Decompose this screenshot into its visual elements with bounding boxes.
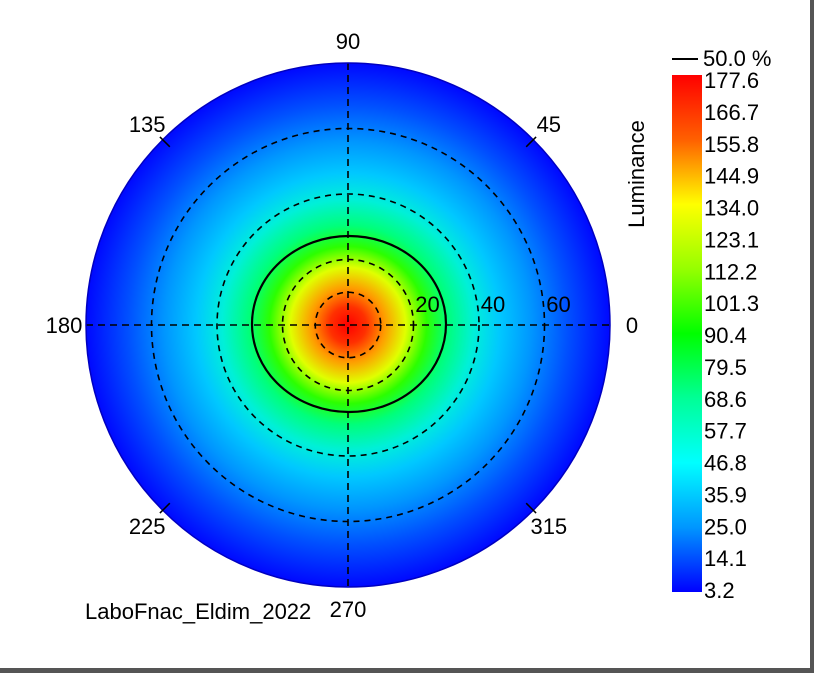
- colorbar-tick-label: 90.4: [704, 323, 747, 348]
- colorbar-tick-label: 3.2: [704, 578, 735, 603]
- inclination-label-40: 40: [481, 292, 505, 317]
- azimuth-label-270: 270: [330, 597, 367, 622]
- colorbar-tick-label: 14.1: [704, 546, 747, 571]
- luminance-heatmap: [86, 63, 610, 587]
- colorbar-tick-label: 134.0: [704, 196, 759, 221]
- colorbar-ticks: 177.6 166.7 155.8 144.9 134.0 123.1 112.2 101.3…: [704, 68, 759, 603]
- colorbar-title: Luminance: [624, 120, 649, 228]
- colorbar-tick-label: 68.6: [704, 387, 747, 412]
- grid-ring-40: [216, 193, 480, 457]
- contour-legend-label: 50.0 %: [703, 46, 772, 71]
- contour-50-percent: [250, 234, 448, 414]
- colorbar: [672, 75, 702, 592]
- polar-grid: [85, 62, 611, 588]
- azimuth-tick-315: [525, 502, 537, 514]
- azimuth-label-90: 90: [336, 29, 360, 54]
- colorbar-tick-label: 57.7: [704, 419, 747, 444]
- azimuth-labels: 0 45 90 135 180 225 270 315: [46, 29, 638, 622]
- colorbar-tick-label: 46.8: [704, 451, 747, 476]
- outer-rim: [85, 62, 611, 588]
- colorbar-tick-label: 25.0: [704, 514, 747, 539]
- inclination-labels: 20 40 60: [415, 292, 570, 317]
- inclination-label-60: 60: [546, 292, 570, 317]
- colorbar-tick-label: 155.8: [704, 132, 759, 157]
- azimuth-label-135: 135: [129, 112, 166, 137]
- colorbar-tick-label: 35.9: [704, 482, 747, 507]
- azimuth-label-225: 225: [129, 514, 166, 539]
- inclination-label-20: 20: [415, 292, 439, 317]
- azimuth-label-45: 45: [537, 112, 561, 137]
- colorbar-tick-label: 101.3: [704, 291, 759, 316]
- colorbar-tick-label: 79.5: [704, 355, 747, 380]
- azimuth-label-0: 0: [626, 313, 638, 338]
- azimuth-tick-45: [525, 136, 537, 148]
- colorbar-tick-label: 177.6: [704, 68, 759, 93]
- azimuth-tick-135: [159, 136, 171, 148]
- azimuth-tick-225: [159, 502, 171, 514]
- colorbar-tick-label: 112.2: [704, 259, 757, 284]
- colorbar-tick-label: 144.9: [704, 164, 759, 189]
- caption: LaboFnac_Eldim_2022: [85, 599, 311, 624]
- azimuth-label-315: 315: [530, 514, 567, 539]
- colorbar-tick-label: 123.1: [704, 227, 759, 252]
- colorbar-tick-label: 166.7: [704, 100, 759, 125]
- azimuth-label-180: 180: [46, 313, 83, 338]
